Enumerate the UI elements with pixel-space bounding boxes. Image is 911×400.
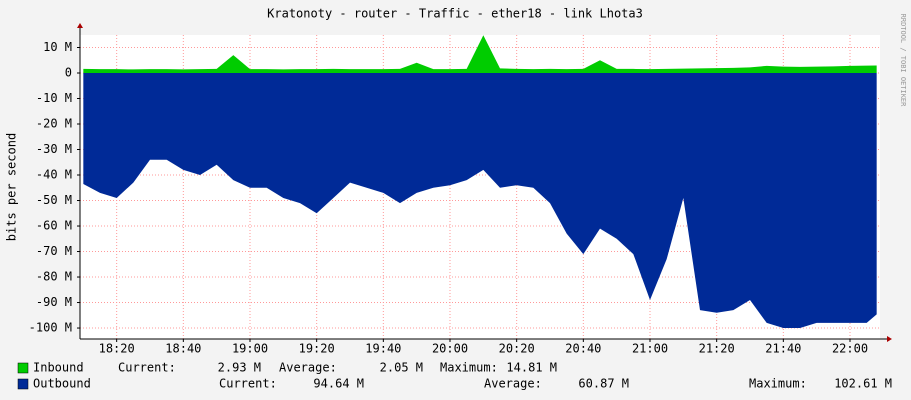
- x-tick-label: 18:40: [165, 342, 201, 356]
- stat-value: 2.05 M: [380, 361, 423, 375]
- stat-label: Maximum:: [440, 361, 498, 375]
- y-tick-label: -100 M: [29, 321, 72, 335]
- stat-label: Average:: [484, 377, 542, 391]
- y-tick-label: -10 M: [36, 91, 72, 105]
- x-tick-label: 20:20: [499, 342, 535, 356]
- y-tick-label: -50 M: [36, 193, 72, 207]
- x-tick-label: 22:00: [832, 342, 868, 356]
- x-tick-label: 20:00: [432, 342, 468, 356]
- stat-label: Current:: [118, 361, 176, 375]
- y-axis-label: bits per second: [5, 133, 19, 241]
- legend-swatch: [17, 362, 29, 374]
- stat-label: Maximum:: [749, 377, 807, 391]
- x-tick-label: 20:40: [565, 342, 601, 356]
- legend-label: Inbound: [33, 361, 84, 375]
- legend-swatch: [17, 378, 29, 390]
- stat-value: 2.93 M: [218, 361, 261, 375]
- x-axis-arrow: [887, 336, 892, 342]
- x-tick-label: 21:40: [765, 342, 801, 356]
- y-axis-arrow: [77, 23, 83, 28]
- y-tick-label: -30 M: [36, 142, 72, 156]
- x-tick-label: 21:20: [699, 342, 735, 356]
- y-tick-label: 10 M: [43, 40, 72, 54]
- chart-title: Kratonoty - router - Traffic - ether18 -…: [267, 7, 643, 21]
- y-tick-label: -60 M: [36, 219, 72, 233]
- y-tick-label: -90 M: [36, 295, 72, 309]
- x-tick-label: 19:20: [299, 342, 335, 356]
- y-tick-label: 0: [65, 66, 72, 80]
- x-tick-label: 19:00: [232, 342, 268, 356]
- y-tick-label: -70 M: [36, 244, 72, 258]
- area-inbound: [83, 35, 877, 73]
- x-tick-label: 18:20: [99, 342, 135, 356]
- y-tick-label: -40 M: [36, 168, 72, 182]
- area-outbound: [83, 73, 877, 329]
- x-tick-label: 19:40: [365, 342, 401, 356]
- stat-label: Average:: [279, 361, 337, 375]
- stat-value: 94.64 M: [313, 377, 364, 391]
- x-tick-label: 21:00: [632, 342, 668, 356]
- y-tick-label: -80 M: [36, 270, 72, 284]
- stat-value: 14.81 M: [506, 361, 557, 375]
- marks: [83, 35, 877, 329]
- stat-value: 60.87 M: [578, 377, 629, 391]
- credit: RRDTOOL / TOBI OETIKER: [899, 14, 907, 108]
- stat-value: 102.61 M: [834, 377, 892, 391]
- axes: 10 M 0 -10 M -20 M -30 M -40 M -50 M -60 M -70 M…: [29, 23, 892, 356]
- y-tick-label: -20 M: [36, 117, 72, 131]
- legend-label: Outbound: [33, 377, 91, 391]
- stat-label: Current:: [219, 377, 277, 391]
